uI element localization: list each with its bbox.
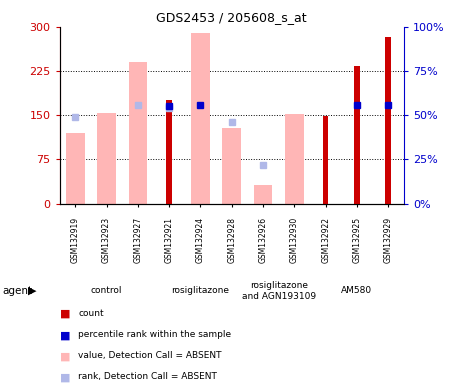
Bar — [167, 101, 172, 204]
Text: rosiglitazone
and AGN193109: rosiglitazone and AGN193109 — [242, 281, 316, 301]
Text: ■: ■ — [60, 330, 70, 340]
Bar — [129, 62, 147, 204]
Text: control: control — [91, 286, 123, 295]
Text: ■: ■ — [60, 351, 70, 361]
Text: GSM132924: GSM132924 — [196, 217, 205, 263]
Bar — [323, 116, 329, 204]
Text: percentile rank within the sample: percentile rank within the sample — [78, 330, 231, 339]
Text: value, Detection Call = ABSENT: value, Detection Call = ABSENT — [78, 351, 222, 360]
Text: GSM132930: GSM132930 — [290, 217, 299, 263]
Bar — [354, 66, 360, 204]
Text: count: count — [78, 309, 104, 318]
Text: GSM132919: GSM132919 — [71, 217, 80, 263]
Bar — [97, 113, 116, 204]
Bar — [191, 33, 210, 204]
Text: rank, Detection Call = ABSENT: rank, Detection Call = ABSENT — [78, 372, 217, 381]
Text: rosiglitazone: rosiglitazone — [172, 286, 230, 295]
Text: AM580: AM580 — [341, 286, 373, 295]
Bar — [254, 185, 273, 204]
Text: GSM132925: GSM132925 — [353, 217, 362, 263]
Text: GSM132929: GSM132929 — [384, 217, 393, 263]
Bar — [386, 38, 391, 204]
Text: GSM132928: GSM132928 — [227, 217, 236, 263]
Text: GSM132922: GSM132922 — [321, 217, 330, 263]
Text: GSM132926: GSM132926 — [258, 217, 268, 263]
Text: ■: ■ — [60, 309, 70, 319]
Text: GSM132923: GSM132923 — [102, 217, 111, 263]
Title: GDS2453 / 205608_s_at: GDS2453 / 205608_s_at — [157, 11, 307, 24]
Bar — [285, 114, 304, 204]
Text: agent: agent — [2, 286, 33, 296]
Text: GSM132927: GSM132927 — [134, 217, 142, 263]
Text: ▶: ▶ — [28, 286, 37, 296]
Bar — [223, 128, 241, 204]
Bar — [66, 133, 85, 204]
Text: GSM132921: GSM132921 — [165, 217, 174, 263]
Text: ■: ■ — [60, 372, 70, 382]
